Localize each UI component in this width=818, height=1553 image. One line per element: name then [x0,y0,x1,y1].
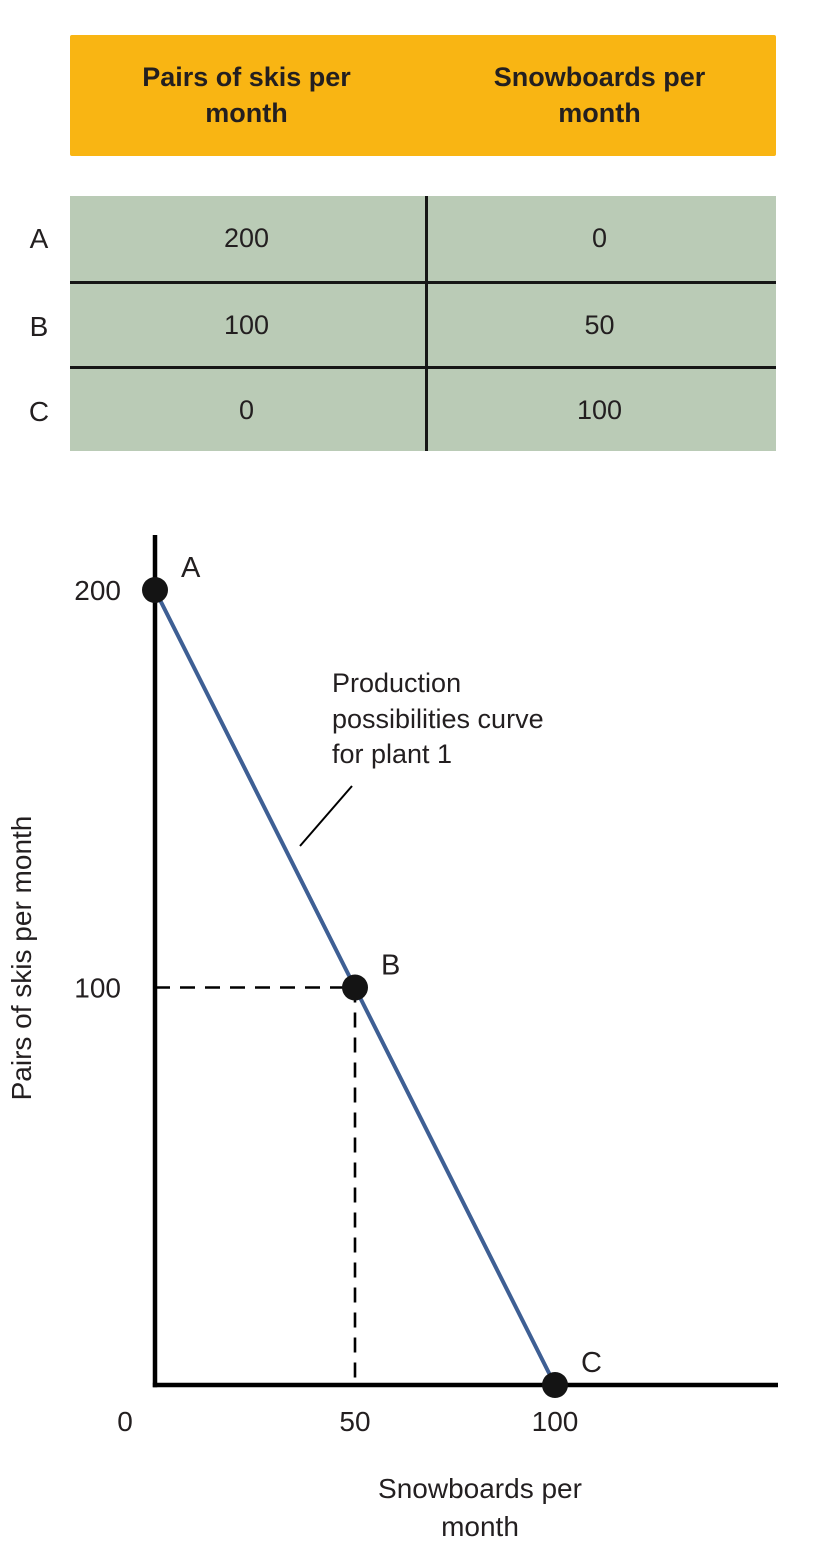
point-label-A: A [181,552,201,584]
x-tick-label-100: 100 [532,1406,579,1437]
table-cell-a-skis: 200 [223,223,270,253]
curve-annotation: Production possibilities curve for plant… [332,668,544,770]
data-table: 200 0 100 50 0 100 [70,196,776,451]
row-label-b: B [29,310,49,342]
point-label-B: B [381,950,400,982]
annotation-leader-line [299,785,353,847]
y-tick-label-100: 100 [74,973,121,1004]
point-C [542,1372,568,1398]
column-divider [425,196,428,451]
x-axis-label: Snowboards per month [378,1473,582,1542]
point-label-C: C [581,1347,602,1379]
table-header-skis: Pairs of skis per month [142,62,351,128]
point-B [342,974,368,1001]
table-row: 0 100 [70,366,776,451]
table-row: 200 0 [70,196,776,281]
y-tick-label-200: 200 [74,575,121,606]
table-cell-c-snowboards: 100 [576,394,623,425]
table-cell-b-snowboards: 50 [584,309,615,340]
dashed-guides [155,986,357,1385]
table-cell-a-snowboards: 0 [591,223,608,253]
table-header-snowboards: Snowboards per month [493,62,706,128]
y-axis-label: Pairs of skis per month [6,815,37,1101]
table-header-row: Pairs of skis per month Snowboards per m… [70,35,776,156]
row-label-c: C [28,395,50,427]
row-label-a: A [29,222,49,254]
table-row: 100 50 [70,281,776,366]
x-tick-label-50: 50 [339,1406,370,1437]
table-cell-c-skis: 0 [238,394,255,425]
table-cell-b-skis: 100 [223,309,270,340]
point-A [142,577,168,603]
x-tick-label-0: 0 [117,1406,133,1437]
